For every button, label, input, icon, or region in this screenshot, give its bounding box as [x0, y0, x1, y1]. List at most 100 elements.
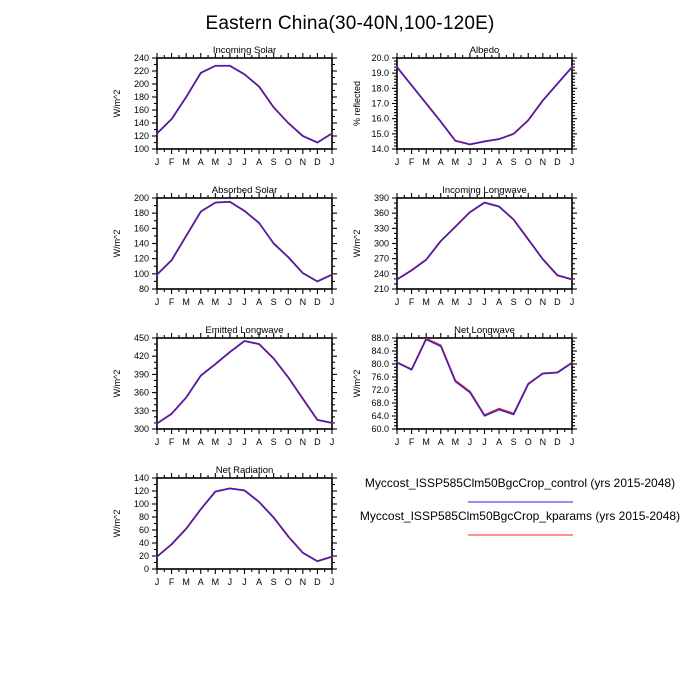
y-tick-label: 390 — [374, 193, 389, 203]
y-tick-label: 40 — [139, 538, 149, 548]
x-tick-label: O — [525, 157, 532, 167]
x-tick-label: F — [409, 157, 415, 167]
x-tick-label: J — [242, 577, 247, 587]
y-tick-label: 240 — [134, 53, 149, 63]
x-tick-label: J — [395, 297, 400, 307]
panel-incoming-longwave: Incoming Longwave W/m^2 J F M A M J J A S O N D J 210 24… — [349, 185, 601, 315]
y-tick-label: 140 — [134, 239, 149, 249]
series-line-kparams — [156, 487, 333, 563]
y-axis-label: W/m^2 — [352, 370, 362, 398]
x-tick-label: A — [496, 157, 502, 167]
y-tick-label: 450 — [134, 333, 149, 343]
legend-label-control: Myccost_ISSP585Clm50BgcCrop_control (yrs… — [364, 476, 676, 490]
plot-frame — [396, 197, 573, 290]
y-tick-label: 60 — [139, 525, 149, 535]
series-line-control — [396, 66, 573, 146]
y-tick-label: 120 — [134, 254, 149, 264]
x-tick-label: N — [540, 297, 547, 307]
y-tick-label: 76.0 — [371, 372, 389, 382]
x-tick-label: M — [452, 157, 460, 167]
panel-net-radiation: Net Radiation W/m^2 J F M A M J J A S O N D J 0 20 40 60 80… — [109, 465, 361, 595]
y-tick-label: 20 — [139, 551, 149, 561]
y-tick-label: 160 — [134, 105, 149, 115]
page-title: Eastern China(30-40N,100-120E) — [205, 13, 495, 34]
series-line-kparams — [396, 201, 573, 281]
x-tick-label: J — [482, 157, 487, 167]
x-tick-label: M — [422, 157, 430, 167]
series-line-control — [396, 201, 573, 281]
y-tick-label: 210 — [374, 284, 389, 294]
x-tick-label: D — [314, 437, 321, 447]
panel-emitted-longwave: Emitted Longwave W/m^2 J F M A M J J A S O N D J 300 330… — [109, 325, 361, 455]
chart-title: Emitted Longwave — [205, 325, 283, 336]
series-line-control — [396, 338, 573, 417]
x-tick-label: F — [169, 157, 175, 167]
x-tick-label: J — [228, 437, 233, 447]
y-tick-label: 300 — [374, 239, 389, 249]
x-tick-label: M — [182, 157, 190, 167]
x-tick-label: M — [182, 437, 190, 447]
x-tick-label: F — [169, 437, 175, 447]
x-tick-label: J — [570, 157, 575, 167]
y-tick-label: 100 — [134, 499, 149, 509]
x-tick-label: M — [212, 437, 220, 447]
y-tick-label: 140 — [134, 473, 149, 483]
x-tick-label: J — [468, 157, 473, 167]
x-tick-label: S — [511, 157, 517, 167]
x-tick-label: J — [155, 297, 160, 307]
x-tick-label: S — [511, 297, 517, 307]
panel-absorbed-solar: Absorbed Solar W/m^2 J F M A M J J A S O N D J 80 100 120… — [109, 185, 361, 315]
series-line-control — [156, 65, 333, 144]
x-tick-label: O — [285, 297, 292, 307]
chart-title: Absorbed Solar — [212, 185, 277, 196]
x-tick-label: J — [330, 157, 335, 167]
x-tick-label: M — [452, 297, 460, 307]
x-tick-label: D — [554, 297, 561, 307]
x-tick-label: J — [482, 437, 487, 447]
x-tick-label: J — [155, 437, 160, 447]
x-tick-label: J — [228, 577, 233, 587]
x-tick-label: N — [300, 297, 307, 307]
x-tick-label: S — [271, 157, 277, 167]
y-tick-label: 16.0 — [371, 114, 389, 124]
x-tick-label: J — [330, 437, 335, 447]
x-tick-label: J — [570, 437, 575, 447]
x-tick-label: A — [256, 577, 262, 587]
x-tick-label: D — [554, 437, 561, 447]
x-tick-label: N — [300, 577, 307, 587]
x-tick-label: N — [300, 157, 307, 167]
x-tick-label: A — [256, 157, 262, 167]
x-tick-label: D — [314, 297, 321, 307]
plot-frame — [396, 337, 573, 430]
y-tick-label: 220 — [134, 66, 149, 76]
y-tick-label: 200 — [134, 193, 149, 203]
chart-title: Albedo — [470, 45, 500, 56]
x-tick-label: A — [438, 157, 444, 167]
y-tick-label: 360 — [374, 208, 389, 218]
plot-frame — [156, 337, 333, 430]
x-tick-label: A — [256, 297, 262, 307]
x-tick-label: A — [198, 157, 204, 167]
y-tick-label: 15.0 — [371, 129, 389, 139]
y-tick-label: 240 — [374, 269, 389, 279]
chart-title: Net Longwave — [454, 325, 515, 336]
x-tick-label: J — [395, 157, 400, 167]
x-tick-label: S — [271, 577, 277, 587]
y-tick-label: 180 — [134, 92, 149, 102]
x-tick-label: D — [314, 157, 321, 167]
x-tick-label: A — [438, 297, 444, 307]
x-tick-label: F — [409, 297, 415, 307]
y-tick-label: 20.0 — [371, 53, 389, 63]
series-line-kparams — [396, 66, 573, 146]
x-tick-label: N — [540, 437, 547, 447]
y-axis-label: W/m^2 — [352, 230, 362, 258]
y-axis-label: % reflected — [352, 81, 362, 126]
x-tick-label: J — [228, 157, 233, 167]
series-line-control — [156, 201, 333, 283]
plot-frame — [156, 477, 333, 570]
